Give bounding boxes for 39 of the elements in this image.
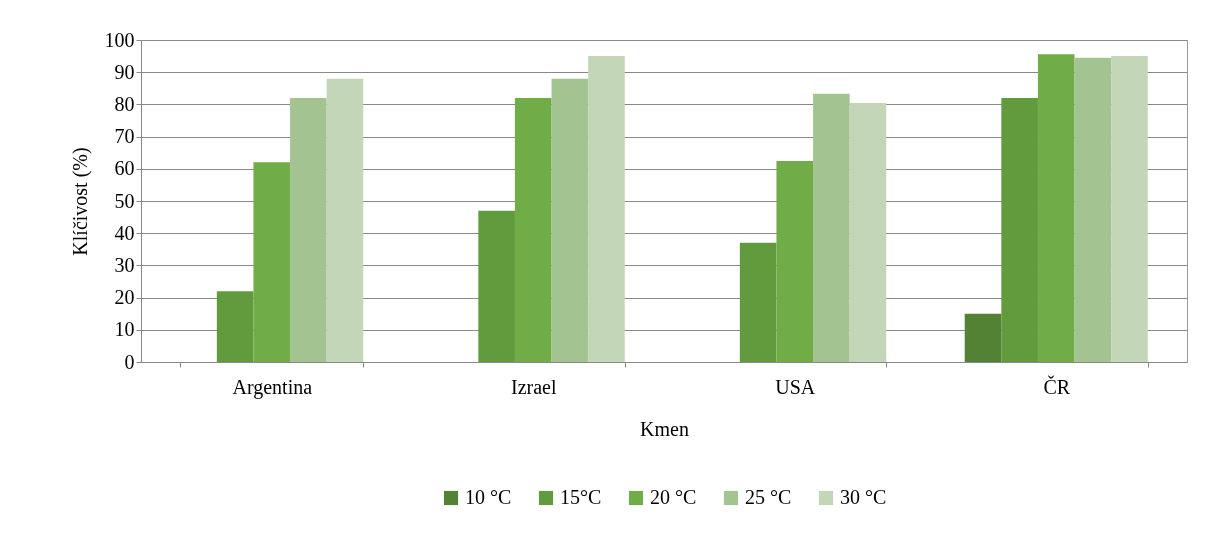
- y-tick-label: 0: [124, 350, 135, 373]
- x-tick-label: Argentina: [232, 375, 313, 399]
- y-tick-label: 70: [114, 125, 135, 148]
- legend-label: 10 °C: [465, 486, 512, 508]
- bar: [514, 97, 552, 362]
- legend-label: 30 °C: [840, 486, 887, 508]
- y-tick-label: 100: [104, 28, 135, 51]
- bar: [1111, 56, 1148, 362]
- y-tick-label: 60: [114, 157, 135, 180]
- bar: [1001, 97, 1038, 362]
- y-tick-label: 80: [114, 92, 135, 115]
- y-tick-label: 10: [114, 318, 135, 341]
- y-tick-label: 30: [114, 253, 135, 276]
- legend-label: 15°C: [560, 486, 602, 508]
- legend-label: 20 °C: [650, 486, 697, 508]
- bar: [253, 162, 291, 362]
- bar: [216, 291, 254, 362]
- bar: [1074, 57, 1112, 362]
- x-tick-label: USA: [775, 375, 816, 398]
- bar: [290, 97, 327, 362]
- x-tick-label: ČR: [1043, 374, 1071, 398]
- bar: [776, 161, 814, 362]
- y-tick-label: 40: [114, 221, 135, 244]
- bar: [551, 78, 589, 362]
- y-tick-label: 90: [114, 60, 135, 83]
- bar: [326, 78, 364, 362]
- bar: [1037, 54, 1075, 362]
- bar: [739, 242, 777, 362]
- bar: [849, 103, 887, 362]
- bar: [813, 93, 850, 362]
- x-tick-label: Izrael: [510, 375, 557, 398]
- y-tick-label: 50: [114, 189, 135, 212]
- bar: [478, 210, 515, 362]
- bar: [588, 56, 625, 362]
- bar: [964, 313, 1002, 362]
- y-tick-label: 20: [114, 286, 135, 309]
- y-axis-title: Klíčivost (%): [68, 147, 92, 256]
- x-axis-title: Kmen: [640, 417, 689, 440]
- legend-label: 25 °C: [745, 486, 792, 508]
